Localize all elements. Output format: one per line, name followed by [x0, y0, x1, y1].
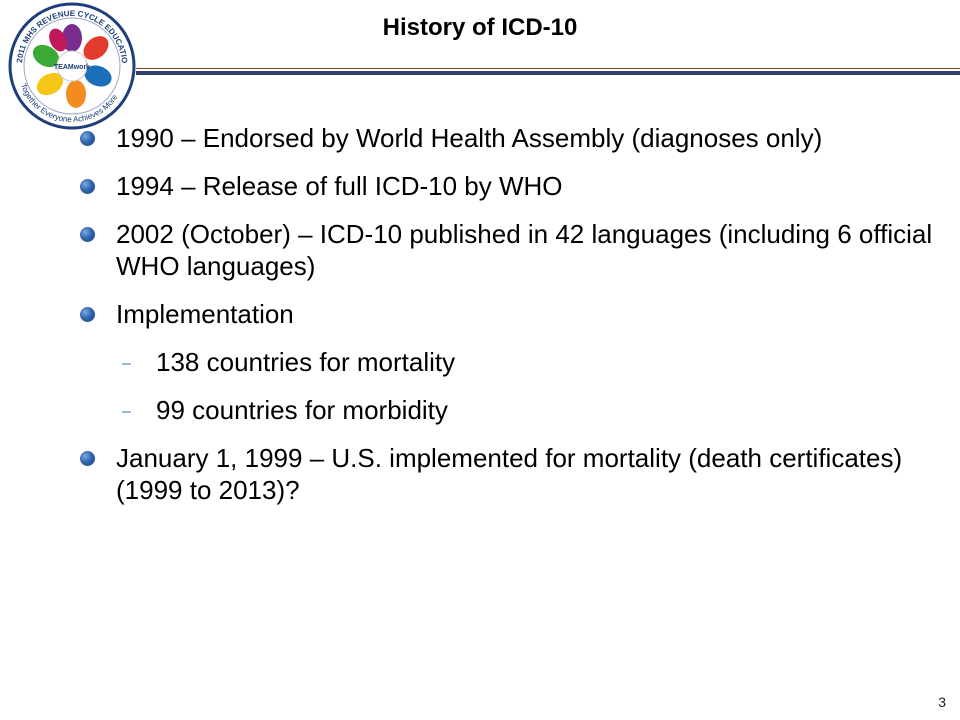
bullet-text: Implementation: [116, 299, 294, 329]
conference-logo: 2011 MHS REVENUE CYCLE EDUCATIONAL CONFE…: [0, 0, 150, 135]
bullet-text: January 1, 1999 – U.S. implemented for m…: [116, 443, 903, 505]
bullet-dot-icon: [80, 131, 95, 146]
bullet-item: 1994 – Release of full ICD-10 by WHO: [80, 170, 940, 202]
bullet-dot-icon: [80, 307, 95, 322]
sub-bullet-text: 99 countries for morbidity: [156, 395, 448, 425]
sub-bullet-item: – 138 countries for mortality: [80, 346, 940, 378]
bullet-text: 1990 – Endorsed by World Health Assembly…: [116, 123, 823, 153]
bullet-item: January 1, 1999 – U.S. implemented for m…: [80, 442, 940, 506]
sub-bullet-item: – 99 countries for morbidity: [80, 394, 940, 426]
bullet-item: Implementation: [80, 298, 940, 330]
bullet-dot-icon: [80, 451, 95, 466]
sub-bullet-text: 138 countries for mortality: [156, 347, 456, 377]
bullet-item: 1990 – Endorsed by World Health Assembly…: [80, 122, 940, 154]
bullet-text: 1994 – Release of full ICD-10 by WHO: [116, 171, 563, 201]
bullet-text: 2002 (October) – ICD-10 published in 42 …: [116, 219, 933, 281]
logo-hands-icon: [32, 24, 112, 108]
dash-marker-icon: –: [122, 355, 131, 372]
dash-marker-icon: –: [122, 403, 131, 420]
page-number: 3: [938, 694, 946, 710]
slide-title: History of ICD-10: [382, 14, 578, 41]
header-rule-thick: [136, 71, 960, 75]
bullet-list: 1990 – Endorsed by World Health Assembly…: [80, 122, 940, 522]
bullet-dot-icon: [80, 179, 95, 194]
bullet-dot-icon: [80, 227, 95, 242]
bullet-item: 2002 (October) – ICD-10 published in 42 …: [80, 218, 940, 282]
header-rule-thin: [136, 68, 960, 69]
logo-center-text: TEAMwork: [54, 64, 90, 71]
